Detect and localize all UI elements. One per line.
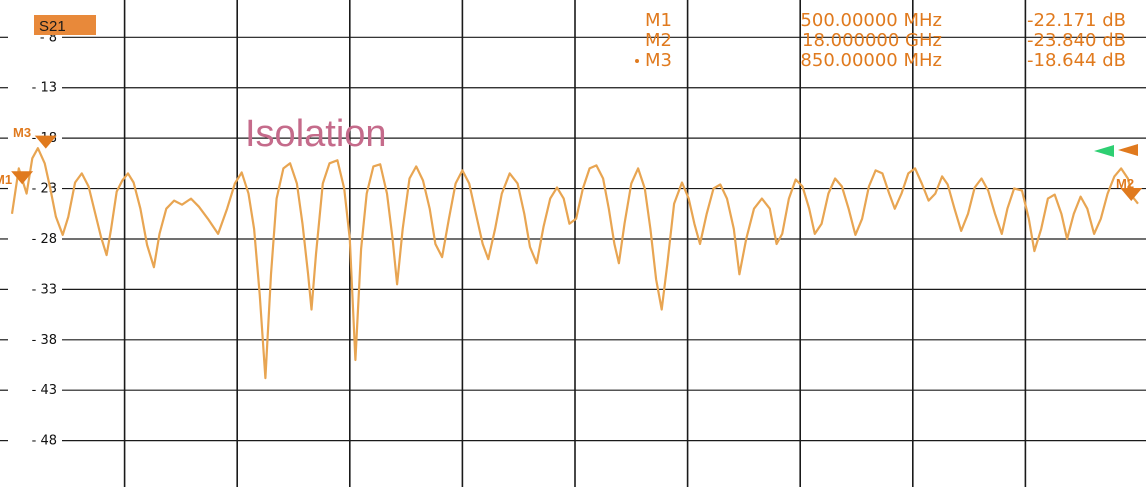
reference-arrow-orange-icon — [1118, 144, 1138, 156]
marker-label-m2: M2 — [1116, 176, 1134, 191]
marker-readout-m2-value: -23.840 dB — [1027, 30, 1126, 51]
trace-badge-label: S21 — [39, 18, 66, 35]
marker-m3-icon[interactable] — [34, 135, 57, 149]
trace-badge[interactable]: S21 — [34, 15, 96, 35]
y-tick-label: - 13 — [32, 81, 57, 96]
active-marker-dot — [635, 59, 639, 63]
y-axis-ticks: - 8- 13- 18- 23- 28- 33- 38- 43- 48 — [32, 30, 57, 448]
y-tick-label: - 23 — [32, 182, 57, 197]
y-tick-label: - 38 — [32, 333, 57, 348]
marker-label-m1: M1 — [0, 172, 12, 187]
marker-readout-m1-value: -22.171 dB — [1027, 10, 1126, 31]
annotation-isolation: Isolation — [245, 113, 387, 155]
marker-readout-m2-freq: 18.000000 GHz — [802, 30, 942, 51]
reference-arrow-green-icon — [1094, 145, 1114, 157]
marker-m2-icon[interactable] — [1120, 188, 1143, 202]
trace-s21 — [10, 147, 1139, 380]
marker-label-m3: M3 — [13, 125, 31, 140]
marker-readout-m3-id: M3 — [645, 50, 672, 71]
reference-level-indicators — [1094, 144, 1138, 157]
marker-readout-m2-id: M2 — [645, 30, 672, 51]
trace-line — [10, 147, 1139, 380]
trace-badge-box — [34, 15, 96, 35]
y-tick-label: - 43 — [32, 383, 57, 398]
marker-readout-m1-id: M1 — [645, 10, 672, 31]
y-tick-label: - 48 — [32, 434, 57, 449]
y-tick-label: - 28 — [32, 232, 57, 247]
marker-m1-icon[interactable] — [11, 171, 34, 185]
marker-readout-m3-value: -18.644 dB — [1027, 50, 1126, 71]
y-tick-label: - 33 — [32, 282, 57, 297]
marker-readout-table: M1 500.00000 MHz -22.171 dB M2 18.000000… — [635, 10, 1126, 71]
marker-symbols — [11, 135, 1143, 202]
marker-readout-m3-freq: 850.00000 MHz — [800, 50, 942, 71]
marker-readout-m1-freq: 500.00000 MHz — [800, 10, 942, 31]
